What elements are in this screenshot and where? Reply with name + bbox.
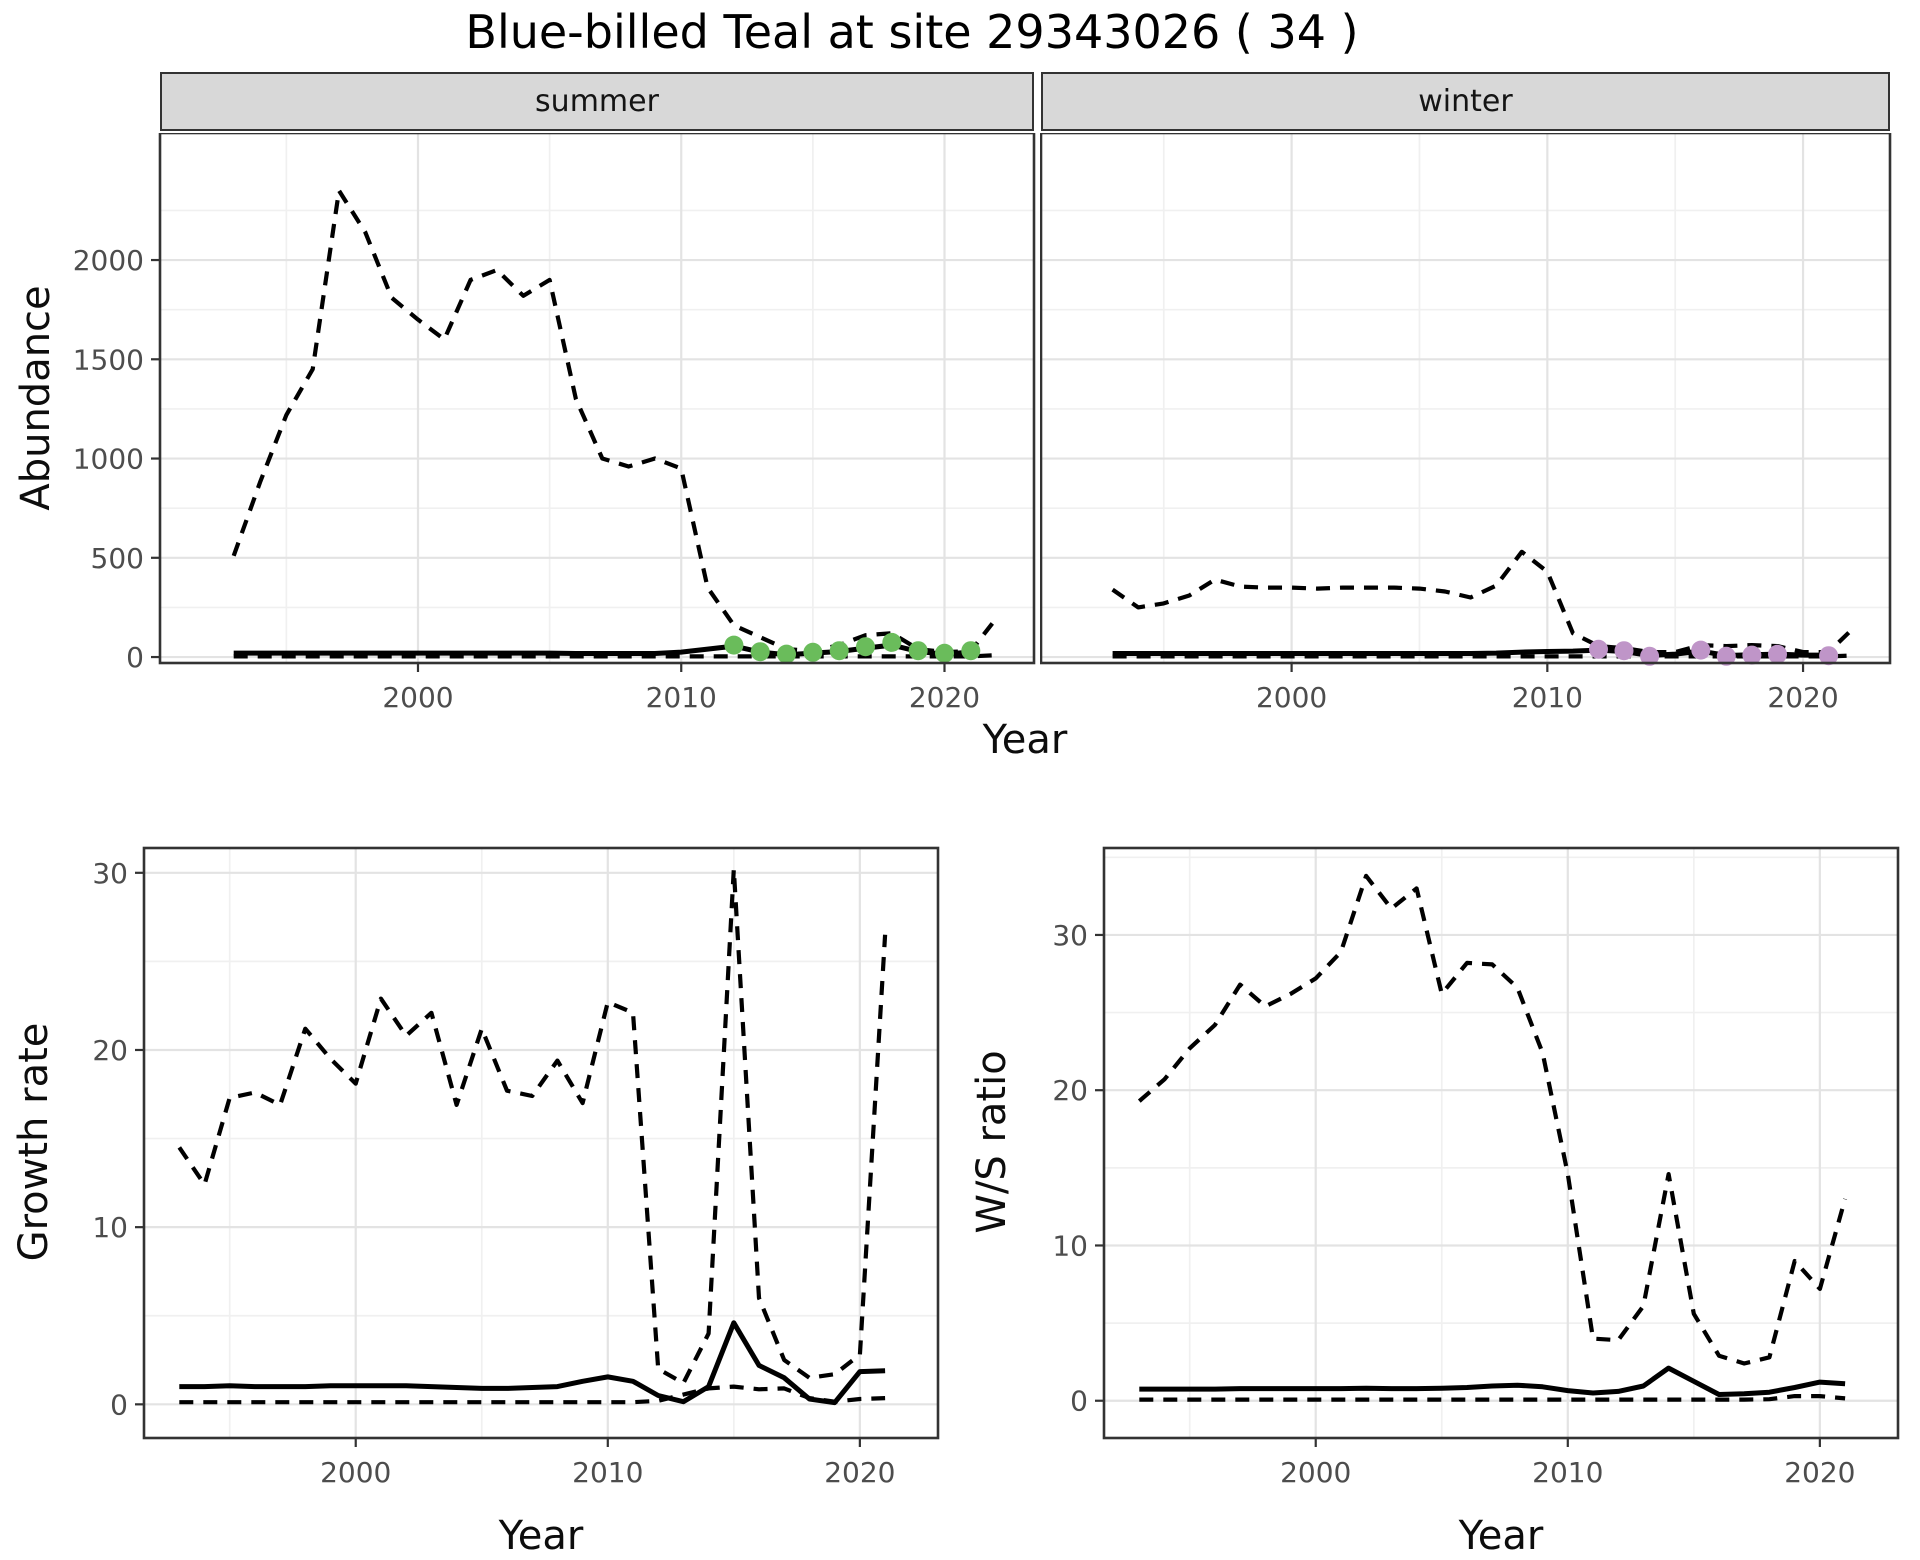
x-axis-title-year-ws: Year bbox=[1458, 1513, 1544, 1559]
svg-text:30: 30 bbox=[92, 857, 128, 890]
svg-text:30: 30 bbox=[1052, 919, 1088, 952]
svg-text:2010: 2010 bbox=[1532, 1456, 1603, 1489]
svg-text:2010: 2010 bbox=[572, 1456, 643, 1489]
facet-strip-summer: summer bbox=[160, 72, 1034, 131]
facet-strip-summer-label: summer bbox=[535, 84, 659, 119]
svg-text:2000: 2000 bbox=[1256, 681, 1327, 714]
panel-ws-ratio: 2000 2010 2020 0 10 20 30 bbox=[1052, 846, 1900, 1489]
svg-text:1500: 1500 bbox=[73, 343, 144, 376]
svg-text:500: 500 bbox=[91, 542, 144, 575]
svg-text:2020: 2020 bbox=[1767, 681, 1838, 714]
y-axis-title-growth-rate: Growth rate bbox=[11, 1022, 57, 1262]
panel-abundance-summer: 2000 2010 2020 0 500 1000 1500 2000 bbox=[73, 133, 1036, 714]
facet-strip-winter-label: winter bbox=[1418, 84, 1513, 119]
svg-text:2020: 2020 bbox=[824, 1456, 895, 1489]
panel-growth-rate: 2000 2010 2020 0 10 20 30 bbox=[92, 846, 940, 1489]
x-axis-title-year-growth: Year bbox=[498, 1513, 584, 1559]
svg-text:2000: 2000 bbox=[320, 1456, 391, 1489]
svg-text:1000: 1000 bbox=[73, 443, 144, 476]
svg-text:2000: 2000 bbox=[382, 681, 453, 714]
svg-text:2000: 2000 bbox=[73, 244, 144, 277]
svg-text:2010: 2010 bbox=[1512, 681, 1583, 714]
svg-text:10: 10 bbox=[1052, 1229, 1088, 1262]
svg-text:2010: 2010 bbox=[646, 681, 717, 714]
svg-text:0: 0 bbox=[110, 1388, 128, 1421]
y-axis-title-ws-ratio: W/S ratio bbox=[969, 1050, 1015, 1234]
x-axis-title-year-top: Year bbox=[982, 717, 1068, 763]
svg-text:10: 10 bbox=[92, 1211, 128, 1244]
svg-text:0: 0 bbox=[126, 641, 144, 674]
svg-text:0: 0 bbox=[1070, 1385, 1088, 1418]
svg-text:20: 20 bbox=[1052, 1074, 1088, 1107]
svg-text:2020: 2020 bbox=[909, 681, 980, 714]
figure-title: Blue-billed Teal at site 29343026 ( 34 ) bbox=[465, 5, 1359, 59]
y-axis-title-abundance: Abundance bbox=[13, 285, 59, 511]
facet-strip-winter: winter bbox=[1041, 72, 1890, 131]
svg-text:2000: 2000 bbox=[1280, 1456, 1351, 1489]
panel-abundance-winter: 2000 2010 2020 bbox=[1040, 133, 1892, 714]
svg-text:2020: 2020 bbox=[1784, 1456, 1855, 1489]
svg-text:20: 20 bbox=[92, 1034, 128, 1067]
